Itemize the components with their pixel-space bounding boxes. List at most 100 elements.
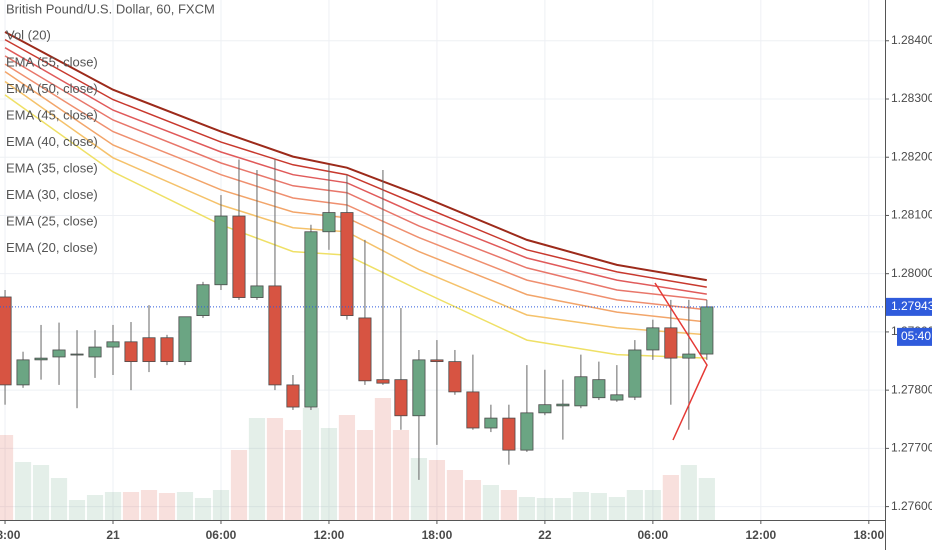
candle-body [376,379,390,384]
volume-bar [194,498,212,520]
candle-body [502,417,516,451]
candle-body [430,359,444,363]
candle-body [124,341,138,363]
candle-body [592,379,606,399]
volume-bar [590,493,607,520]
y-tick-label: 1.28000 [891,266,932,280]
candle-body [628,349,642,398]
price-axis-bg [885,0,932,550]
candle-body [574,376,588,407]
volume-bar [302,408,320,520]
legend-entry: EMA (45, close) [6,107,98,122]
volume-bar [356,430,374,520]
y-tick-label: 1.28400 [891,33,932,47]
volume-bar [104,492,122,520]
candle-body [520,412,534,451]
legend-entry: EMA (25, close) [6,213,98,228]
candle-body [106,341,120,348]
x-tick-label: 06:00 [638,528,669,542]
ema-line [4,38,707,288]
candle-body [538,404,552,414]
volume-bar [230,450,248,520]
volume-bar [572,492,589,520]
y-tick-label: 1.27800 [891,382,932,396]
volume-bar [644,490,661,520]
countdown-box [897,327,932,346]
y-tick-label: 1.28300 [891,91,932,105]
candle-body [412,359,426,417]
volume-bar [446,470,464,520]
volume-bar [140,490,158,520]
candle-body [448,361,462,393]
volume-bar [428,460,446,520]
volume-bar [482,485,500,520]
candle-body [70,353,84,356]
volume-bar [554,498,571,520]
ema-line [4,94,707,359]
candle-body [664,327,678,359]
candle-body [610,394,624,401]
candle-body [340,212,354,317]
volume-bar [320,428,338,520]
volume-bar [410,458,428,520]
volume-bar [662,475,679,520]
volume-bar [50,478,68,520]
x-tick-label: 21 [106,528,120,542]
y-tick-label: 1.27700 [891,441,932,455]
candle-body [268,285,282,386]
candle-body [160,337,174,363]
volume-bar [176,492,194,520]
x-tick-label: 12:00 [314,528,345,542]
candle-body [16,359,30,386]
ema-line [4,31,707,282]
candle-body [88,346,102,358]
candle-body [142,337,156,363]
last-price-label: 1.27943 [891,299,932,313]
candle-body [358,317,372,382]
last-price-box [886,297,932,316]
volume-bar [266,418,284,520]
y-tick-label: 1.27600 [891,499,932,513]
volume-bar [14,462,32,520]
volume-bar [0,435,14,520]
volume-bar [338,415,356,520]
legend-entry: EMA (50, close) [6,81,98,96]
x-tick-label: 22 [538,528,552,542]
candle-body [304,231,318,408]
drawing-line [654,282,708,441]
volume-bar [212,490,230,520]
candle-body [556,403,570,407]
volume-bar [536,498,553,520]
volume-bar [464,480,482,520]
x-tick-label: 18:00 [0,528,21,542]
volume-bar [374,398,392,520]
chart-title: British Pound/U.S. Dollar, 60, FXCM [6,1,215,16]
candle-body [0,296,12,386]
volume-bar [68,500,86,520]
volume-bar [608,497,625,520]
volume-bar [698,478,715,520]
x-tick-label: 18:00 [853,528,884,542]
y-tick-label: 1.28100 [891,208,932,222]
x-tick-label: 18:00 [422,528,453,542]
candle-body [466,391,480,429]
volume-bar [518,497,535,520]
candle-body [646,327,660,351]
candle-body [34,357,48,361]
candle-body [178,316,192,363]
candle-body [232,215,246,298]
candle-body [700,306,714,355]
legend-entry: EMA (35, close) [6,160,98,175]
countdown-label: 05:40 [901,329,931,343]
volume-bar [248,418,266,520]
volume-legend: Vol (20) [6,27,51,42]
volume-bar [284,430,302,520]
volume-bar [158,493,176,520]
volume-bar [32,465,50,520]
x-tick-label: 06:00 [206,528,237,542]
y-tick-label: 1.28200 [891,149,932,163]
volume-bar [392,430,410,520]
volume-bar [626,490,643,520]
